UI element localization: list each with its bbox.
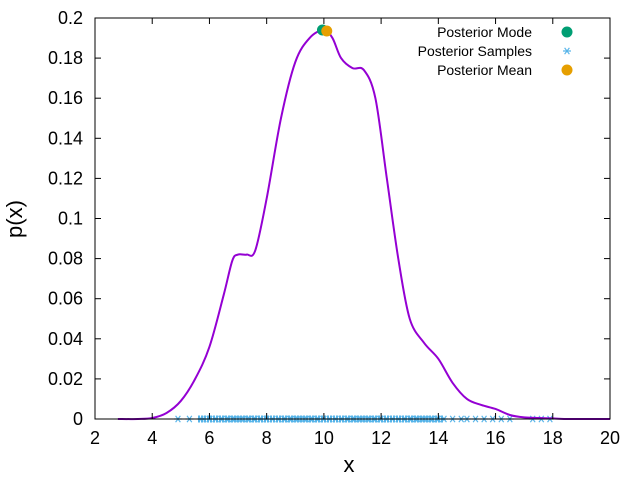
x-tick-label: 6 [204,428,214,448]
y-tick-label: 0.08 [48,249,83,269]
y-tick-label: 0.14 [48,128,83,148]
x-tick-label: 8 [262,428,272,448]
y-tick-label: 0.02 [48,369,83,389]
y-tick-label: 0 [73,409,83,429]
legend-label: Posterior Mean [437,62,532,78]
y-tick-label: 0.12 [48,168,83,188]
x-tick-label: 4 [147,428,157,448]
posterior-mean-point [321,25,333,37]
legend-label: Posterior Samples [418,43,532,59]
legend-samples-marker [563,47,571,55]
x-tick-label: 16 [486,428,506,448]
y-tick-label: 0.06 [48,289,83,309]
y-tick-label: 0.18 [48,48,83,68]
x-axis-label: x [344,452,355,477]
legend: Posterior Mode Posterior Samples Posterior… [418,24,573,78]
y-tick-label: 0.04 [48,329,83,349]
x-tick-label: 20 [600,428,620,448]
legend-label: Posterior Mode [437,24,532,40]
x-tick-label: 2 [90,428,100,448]
y-tick-label: 0.16 [48,88,83,108]
x-tick-label: 10 [314,428,334,448]
x-tick-label: 18 [543,428,563,448]
y-tick-label: 0.1 [58,209,83,229]
x-tick-label: 14 [428,428,448,448]
plot-content [117,24,611,423]
density-curve [117,29,611,421]
x-tick-label: 12 [371,428,391,448]
legend-marker [561,64,573,76]
plot-frame [94,17,611,420]
y-axis-label: p(x) [2,200,27,238]
axis-ticks: 2 4 6 8 10 12 14 16 18 20 0 0.02 0.04 0.06 0.08 0.1 0.12… [48,8,620,448]
y-tick-label: 0.2 [58,8,83,28]
legend-marker [561,26,573,38]
